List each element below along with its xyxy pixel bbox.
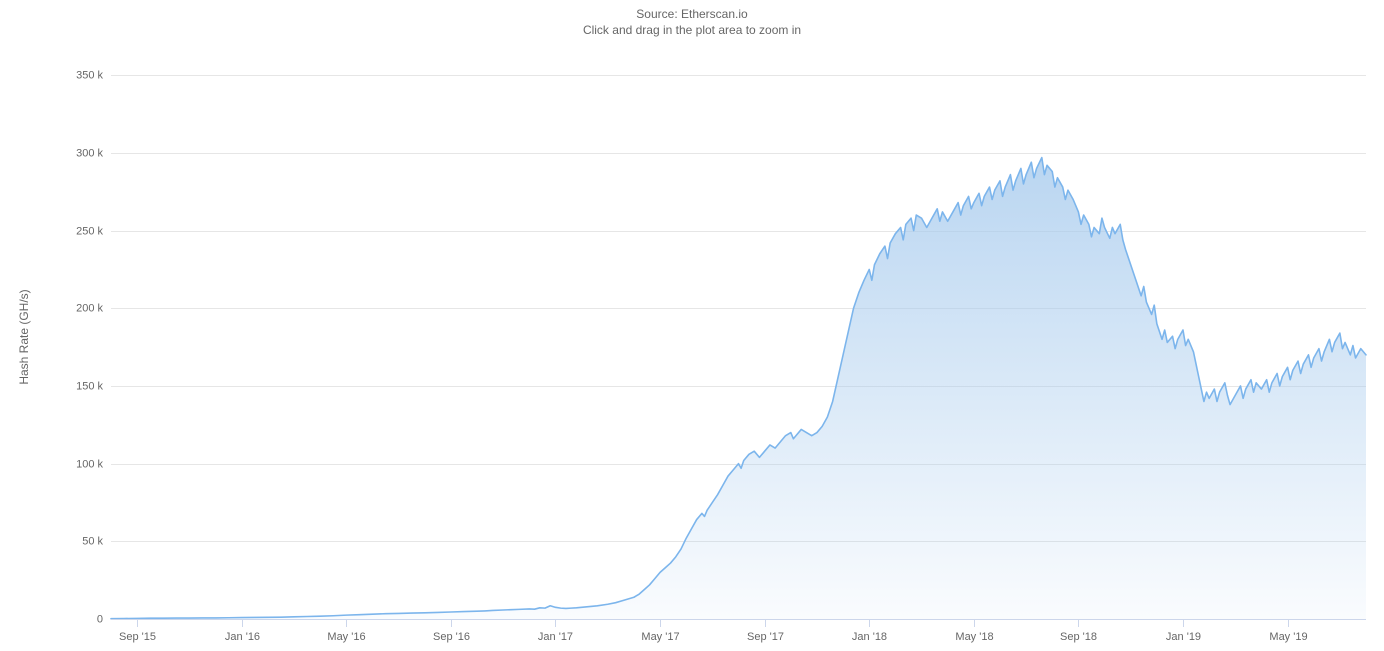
x-tick-label: Sep '15 [119,631,156,643]
y-tick-label: 250 k [76,225,103,237]
x-axis-ticks: Sep '15 Jan '16 May '16 Sep '16 Jan '17 May '… [119,619,1308,643]
y-tick-label: 200 k [76,302,103,314]
hashrate-area [111,158,1366,619]
y-tick-label: 0 [97,613,103,625]
x-tick-label: May '17 [641,631,679,643]
x-tick-label: May '19 [1269,631,1307,643]
chart-subtitle-hint: Click and drag in the plot area to zoom … [0,22,1384,38]
x-tick-label: Jan '17 [538,631,573,643]
x-tick-label: Jan '16 [225,631,260,643]
y-tick-label: 50 k [82,535,103,547]
x-tick-label: May '18 [955,631,993,643]
x-tick-label: Jan '19 [1166,631,1201,643]
plot-area[interactable] [111,158,1366,619]
x-tick-label: Sep '17 [747,631,784,643]
y-axis-label: Hash Rate (GH/s) [17,289,31,384]
chart-subtitle-source: Source: Etherscan.io [0,6,1384,22]
x-tick-label: Sep '16 [433,631,470,643]
x-tick-label: May '16 [327,631,365,643]
y-tick-label: 150 k [76,380,103,392]
chart-svg[interactable]: 0 50 k 100 k 150 k 200 k 250 k 300 k 350 k Hash… [0,0,1384,651]
x-tick-label: Sep '18 [1060,631,1097,643]
hashrate-chart: Source: Etherscan.io Click and drag in t… [0,0,1384,651]
x-tick-label: Jan '18 [852,631,887,643]
y-tick-label: 100 k [76,458,103,470]
y-tick-label: 350 k [76,69,103,81]
y-axis-ticks: 0 50 k 100 k 150 k 200 k 250 k 300 k 350 k [76,69,103,625]
y-tick-label: 300 k [76,147,103,159]
